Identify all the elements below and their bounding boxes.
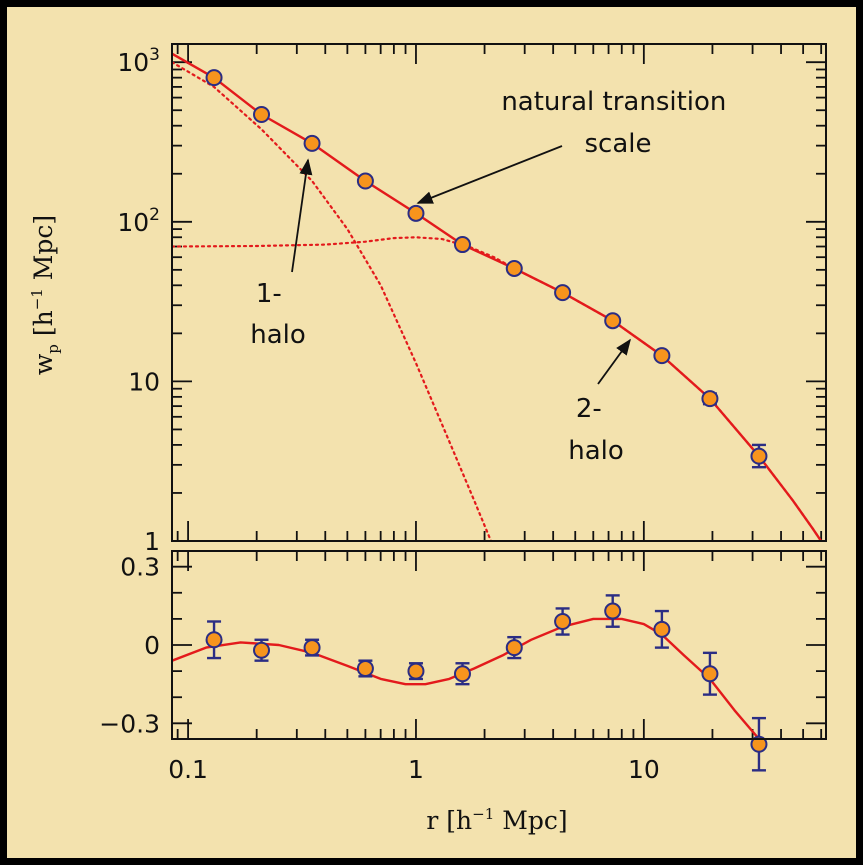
chart-frame	[7, 7, 856, 858]
top-y-tick-label-0: 1	[144, 527, 160, 556]
annotation-one-halo-arrow	[291, 158, 313, 273]
annotation-one-halo: 1- halo	[250, 158, 313, 350]
top-point-9	[653, 347, 671, 365]
top-point-5	[453, 236, 471, 254]
residual-model-line	[172, 617, 761, 739]
bottom-y-tick-label-0: 0.3	[120, 553, 160, 582]
annotation-two-halo-line2: halo	[568, 436, 624, 466]
y-axis-label: wp [h−1 Mpc]	[28, 215, 62, 375]
top-point-8	[604, 312, 622, 330]
annotation-transition: natural transition scale	[416, 87, 734, 204]
x-tick-label-0: 0.1	[168, 755, 208, 784]
bottom-plot-frame	[171, 550, 827, 740]
y-axis-label-unit-open: [h	[29, 310, 58, 336]
annotation-one-halo-line1: 1-	[256, 279, 282, 309]
top-point-10	[701, 390, 719, 408]
x-axis-label-unit-close: Mpc]	[494, 806, 567, 835]
svg-text:natural transition sca: natural transition scale	[501, 87, 734, 159]
top-plot-frame	[171, 43, 827, 542]
top-y-tick-label-3: 103	[117, 45, 160, 77]
top-point-11	[750, 447, 768, 465]
bottom-y-tick-label-2: −0.3	[99, 709, 160, 738]
bottom-point-4	[407, 662, 425, 680]
bottom-point-10	[701, 665, 719, 683]
annotation-one-halo-line2: halo	[250, 320, 306, 350]
bottom-axis-ticks	[172, 551, 826, 739]
top-y-tick-label-1: 10	[128, 367, 160, 396]
x-tick-labels: 0.1 1 10	[168, 755, 660, 784]
annotation-transition-line2: scale	[585, 129, 652, 159]
one-halo-term-line	[172, 61, 493, 541]
top-model-lines	[172, 52, 823, 541]
bottom-data-points	[205, 594, 768, 772]
bottom-point-7	[554, 613, 572, 630]
y-axis-label-main: w	[29, 353, 58, 375]
bottom-point-0	[205, 631, 223, 649]
svg-text:2- halo: 2- halo	[568, 394, 624, 466]
top-point-0	[205, 69, 223, 87]
top-point-6	[505, 259, 523, 277]
bottom-point-6	[505, 639, 523, 657]
bottom-point-2	[303, 639, 321, 657]
annotation-transition-arrow	[416, 145, 563, 204]
y-axis-label-unit-sup: −1	[28, 288, 46, 310]
x-axis-label-unit-open: [h	[446, 806, 472, 835]
x-axis-label-unit-sup: −1	[472, 805, 494, 823]
top-point-1	[253, 106, 271, 124]
annotation-two-halo: 2- halo	[568, 338, 631, 466]
y-axis-label-sub: p	[44, 344, 62, 354]
bottom-y-tick-label-1: 0	[144, 631, 160, 660]
annotation-transition-line1: natural transition	[501, 87, 726, 117]
top-data-points	[205, 69, 768, 469]
top-panel: 1 10 102 103 wp [h−1 Mpc] natural transitio…	[28, 43, 827, 556]
bottom-model-line	[172, 617, 761, 739]
top-point-2	[303, 134, 321, 152]
annotation-two-halo-line1: 2-	[576, 394, 602, 424]
x-axis-label: r [h−1 Mpc]	[426, 805, 567, 835]
bottom-point-3	[356, 660, 374, 677]
bottom-point-5	[453, 665, 471, 683]
top-point-4	[407, 204, 425, 222]
annotation-two-halo-arrow	[597, 338, 631, 385]
bottom-point-1	[253, 641, 271, 659]
x-axis-label-main: r	[426, 806, 438, 835]
top-y-tick-label-2: 102	[117, 205, 160, 237]
x-tick-label-2: 10	[628, 755, 660, 784]
y-axis-label-unit-close: Mpc]	[29, 215, 58, 288]
bottom-point-8	[604, 602, 622, 620]
bottom-point-11	[750, 735, 768, 753]
bottom-y-tick-labels: 0.3 0 −0.3	[99, 553, 160, 739]
top-point-7	[554, 284, 572, 302]
svg-text:1- halo: 1- halo	[250, 279, 306, 350]
x-tick-label-1: 1	[408, 755, 424, 784]
top-point-3	[356, 172, 374, 190]
bottom-panel: 0.3 0 −0.3 0.1 1 10 r [h−1 Mpc]	[99, 550, 827, 835]
total-model-line	[172, 52, 823, 541]
top-y-tick-labels: 1 10 102 103	[117, 45, 160, 556]
bottom-point-9	[653, 620, 671, 638]
